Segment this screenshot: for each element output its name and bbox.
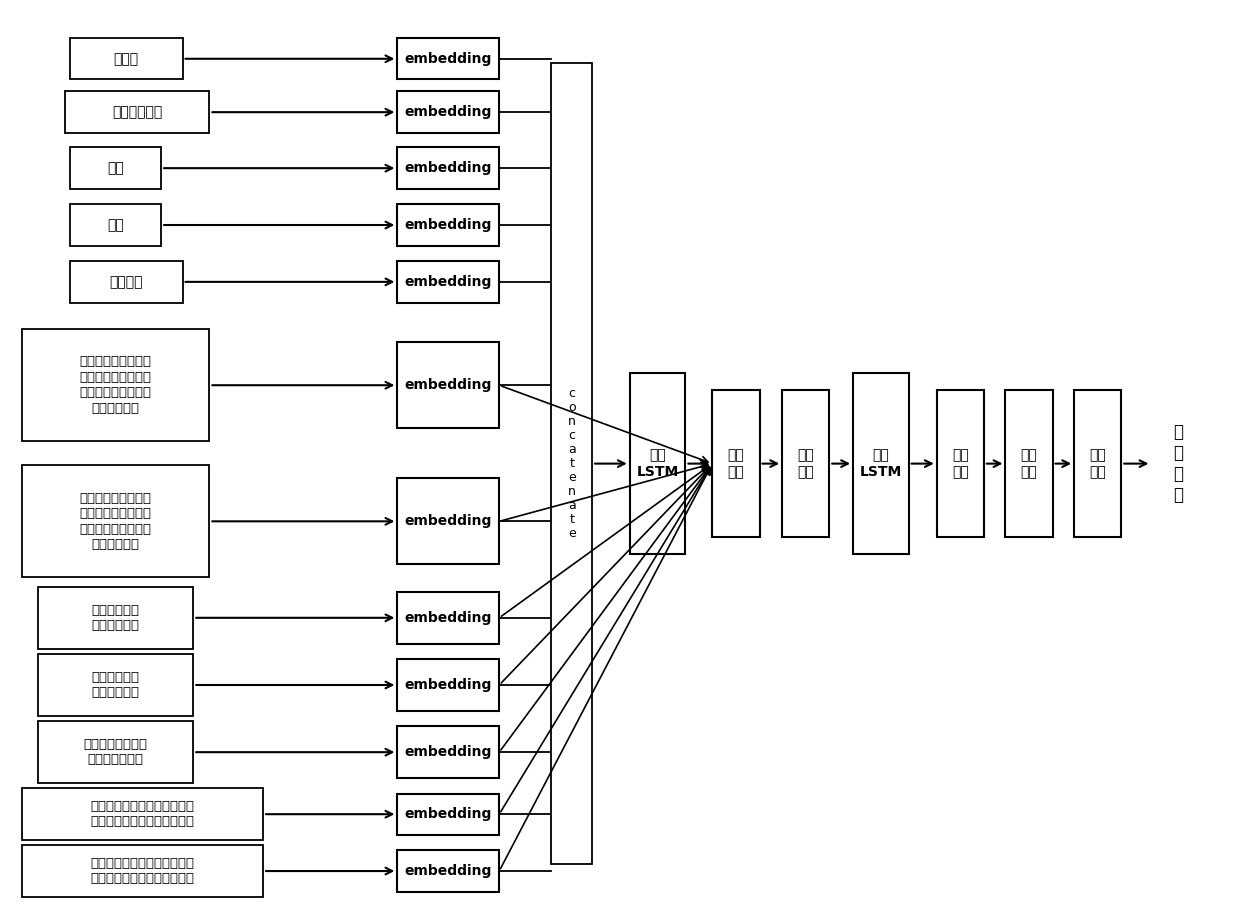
Bar [21,845,263,897]
Bar [552,63,591,864]
Text: 直接通往该条路的所有道路在
该时刻所对应的交通流量之和: 直接通往该条路的所有道路在 该时刻所对应的交通流量之和 [91,857,195,885]
Text: embedding: embedding [404,514,492,529]
Bar [397,479,500,564]
Text: embedding: embedding [404,864,492,878]
Text: 全连
接层: 全连 接层 [952,449,968,479]
Text: 全连
接层: 全连 接层 [1089,449,1106,479]
Bar [936,390,983,537]
Text: 小时: 小时 [107,161,124,175]
Bar [69,261,182,302]
Bar [782,390,830,537]
Bar [21,788,263,840]
Bar [397,205,500,246]
Text: 全连
接层: 全连 接层 [1021,449,1038,479]
Bar [69,147,161,189]
Bar [397,92,500,133]
Bar [853,373,909,554]
Text: 分钟: 分钟 [107,218,124,232]
Bar [712,390,760,537]
Bar [397,592,500,643]
Bar [69,38,182,79]
Text: 预
测
结
果: 预 测 结 果 [1173,423,1183,504]
Text: embedding: embedding [404,218,492,232]
Bar [21,465,210,577]
Text: embedding: embedding [404,807,492,821]
Bar [397,794,500,834]
Text: 星期几: 星期几 [114,52,139,66]
Bar [37,654,193,716]
Text: 在该条路直接通往的
道路中与该条路最相
关的路在该时刻所对
应的交通流量: 在该条路直接通往的 道路中与该条路最相 关的路在该时刻所对 应的交通流量 [79,491,151,551]
Bar [37,721,193,784]
Text: 路的编号: 路的编号 [109,275,143,288]
Text: 该条路直接通往的所有道路在
该时刻所对应的交通流量之和: 该条路直接通往的所有道路在 该时刻所对应的交通流量之和 [91,800,195,828]
Text: embedding: embedding [404,611,492,625]
Bar [397,261,500,302]
Text: 双向
LSTM: 双向 LSTM [636,449,678,479]
Text: embedding: embedding [404,275,492,288]
Text: 全连
接层: 全连 接层 [797,449,815,479]
Text: 该条路直接通
往的道路总数: 该条路直接通 往的道路总数 [92,671,139,699]
Bar [397,726,500,778]
Bar [64,92,210,133]
Bar [397,659,500,711]
Text: embedding: embedding [404,161,492,175]
Bar [21,329,210,441]
Text: embedding: embedding [404,745,492,759]
Bar [1006,390,1053,537]
Bar [397,342,500,429]
Bar [37,587,193,649]
Text: 在直接通往该条路的
道路中与该条路最相
关的路在该时刻所对
应的交通流量: 在直接通往该条路的 道路中与该条路最相 关的路在该时刻所对 应的交通流量 [79,356,151,415]
Text: 该条路在该时刻所
对应的交通流量: 该条路在该时刻所 对应的交通流量 [83,738,148,766]
Bar [1074,390,1121,537]
Bar [397,850,500,892]
Text: embedding: embedding [404,678,492,692]
Text: c
o
n
c
a
t
e
n
a
t
e: c o n c a t e n a t e [568,387,575,541]
Bar [630,373,686,554]
Bar [397,38,500,79]
Text: 双向
LSTM: 双向 LSTM [859,449,901,479]
Text: embedding: embedding [404,52,492,66]
Text: 是否为工作日: 是否为工作日 [112,106,162,119]
Text: embedding: embedding [404,379,492,392]
Text: embedding: embedding [404,106,492,119]
Text: 直接通往该条
路的道路总数: 直接通往该条 路的道路总数 [92,603,139,632]
Bar [69,205,161,246]
Bar [397,147,500,189]
Text: 全连
接层: 全连 接层 [728,449,744,479]
